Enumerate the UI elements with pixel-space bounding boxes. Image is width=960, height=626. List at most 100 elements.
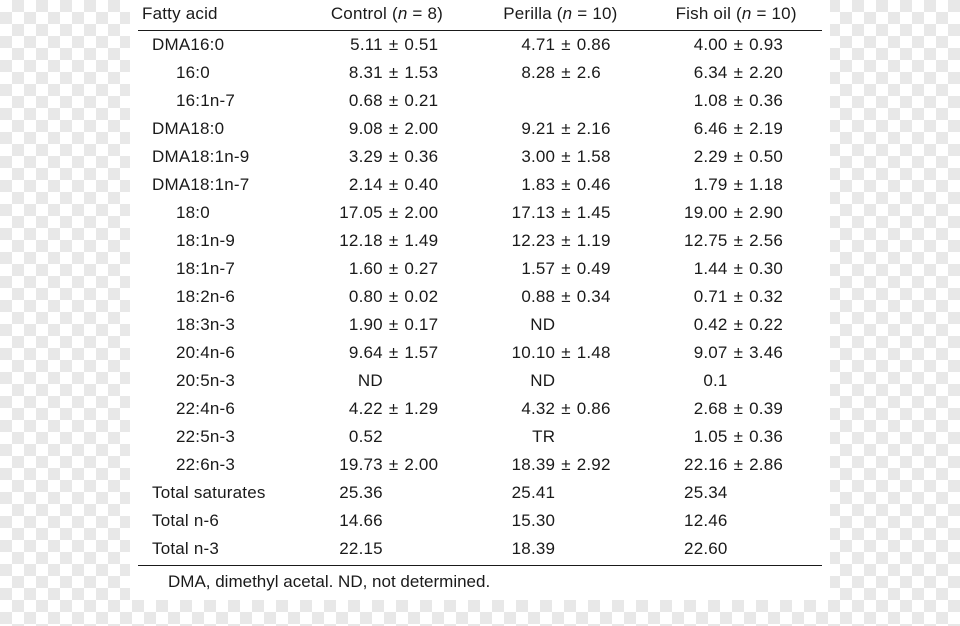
table-row: 16:08.31±1.538.28±2.66.34±2.20 bbox=[138, 59, 822, 87]
value-cell: 12.23±1.19 bbox=[477, 227, 649, 255]
value-cell: 15.30 bbox=[477, 507, 649, 535]
value-cell: ND bbox=[305, 367, 477, 395]
table-row: DMA18:09.08±2.009.21±2.166.46±2.19 bbox=[138, 115, 822, 143]
table-row: 22:5n-30.52TR1.05±0.36 bbox=[138, 423, 822, 451]
value-cell: 18.39 bbox=[477, 535, 649, 566]
value-cell: 1.60±0.27 bbox=[305, 255, 477, 283]
value-cell: 17.13±1.45 bbox=[477, 199, 649, 227]
table-row: 18:1n-71.60±0.271.57±0.491.44±0.30 bbox=[138, 255, 822, 283]
table-container: Fatty acid Control (n = 8) Perilla (n = … bbox=[130, 0, 830, 600]
value-cell: 3.00±1.58 bbox=[477, 143, 649, 171]
value-cell: 18.39±2.92 bbox=[477, 451, 649, 479]
value-cell: TR bbox=[477, 423, 649, 451]
value-cell: 22.60 bbox=[650, 535, 822, 566]
col-header-fishoil: Fish oil (n = 10) bbox=[650, 4, 822, 31]
table-row: 18:2n-60.80±0.020.88±0.340.71±0.32 bbox=[138, 283, 822, 311]
row-label: 20:5n-3 bbox=[138, 367, 305, 395]
value-cell: 19.00±2.90 bbox=[650, 199, 822, 227]
col-header-fatty-acid: Fatty acid bbox=[138, 4, 305, 31]
row-label: 18:2n-6 bbox=[138, 283, 305, 311]
value-cell: 4.00±0.93 bbox=[650, 31, 822, 60]
value-cell: 1.44±0.30 bbox=[650, 255, 822, 283]
row-label: 22:4n-6 bbox=[138, 395, 305, 423]
value-cell: 5.11±0.51 bbox=[305, 31, 477, 60]
value-cell: 4.32±0.86 bbox=[477, 395, 649, 423]
value-cell: ND bbox=[477, 367, 649, 395]
value-cell: 19.73±2.00 bbox=[305, 451, 477, 479]
value-cell: ND bbox=[477, 311, 649, 339]
value-cell: 0.1 bbox=[650, 367, 822, 395]
value-cell: 2.68±0.39 bbox=[650, 395, 822, 423]
value-cell: 17.05±2.00 bbox=[305, 199, 477, 227]
row-label: 18:1n-9 bbox=[138, 227, 305, 255]
value-cell: 12.46 bbox=[650, 507, 822, 535]
value-cell: 0.71±0.32 bbox=[650, 283, 822, 311]
row-label: DMA18:0 bbox=[138, 115, 305, 143]
table-row: Total n-614.6615.3012.46 bbox=[138, 507, 822, 535]
value-cell: 25.34 bbox=[650, 479, 822, 507]
value-cell: 25.36 bbox=[305, 479, 477, 507]
row-label: 20:4n-6 bbox=[138, 339, 305, 367]
row-label: DMA18:1n-9 bbox=[138, 143, 305, 171]
table-row: DMA18:1n-93.29±0.363.00±1.582.29±0.50 bbox=[138, 143, 822, 171]
table-row: Total saturates25.3625.4125.34 bbox=[138, 479, 822, 507]
table-row: 22:6n-319.73±2.0018.39±2.9222.16±2.86 bbox=[138, 451, 822, 479]
value-cell: 2.14±0.40 bbox=[305, 171, 477, 199]
table-row: 16:1n-70.68±0.211.08±0.36 bbox=[138, 87, 822, 115]
table-footnote: DMA, dimethyl acetal. ND, not determined… bbox=[138, 566, 822, 592]
fatty-acid-table: Fatty acid Control (n = 8) Perilla (n = … bbox=[138, 4, 822, 566]
table-header: Fatty acid Control (n = 8) Perilla (n = … bbox=[138, 4, 822, 31]
value-cell: 2.29±0.50 bbox=[650, 143, 822, 171]
table-row: DMA16:05.11±0.514.71±0.864.00±0.93 bbox=[138, 31, 822, 60]
value-cell: 22.16±2.86 bbox=[650, 451, 822, 479]
table-row: 18:017.05±2.0017.13±1.4519.00±2.90 bbox=[138, 199, 822, 227]
value-cell: 22.15 bbox=[305, 535, 477, 566]
table-row: 18:3n-31.90±0.17ND0.42±0.22 bbox=[138, 311, 822, 339]
value-cell bbox=[477, 87, 649, 115]
value-cell: 0.80±0.02 bbox=[305, 283, 477, 311]
col-header-control: Control (n = 8) bbox=[305, 4, 477, 31]
row-label: Total n-6 bbox=[138, 507, 305, 535]
col-header-perilla: Perilla (n = 10) bbox=[477, 4, 649, 31]
value-cell: 0.88±0.34 bbox=[477, 283, 649, 311]
table-row: DMA18:1n-72.14±0.401.83±0.461.79±1.18 bbox=[138, 171, 822, 199]
table-body: DMA16:05.11±0.514.71±0.864.00±0.9316:08.… bbox=[138, 31, 822, 566]
row-label: 22:5n-3 bbox=[138, 423, 305, 451]
value-cell: 9.07±3.46 bbox=[650, 339, 822, 367]
value-cell: 1.57±0.49 bbox=[477, 255, 649, 283]
value-cell: 12.18±1.49 bbox=[305, 227, 477, 255]
value-cell: 9.64±1.57 bbox=[305, 339, 477, 367]
value-cell: 1.83±0.46 bbox=[477, 171, 649, 199]
row-label: 18:1n-7 bbox=[138, 255, 305, 283]
table-row: 20:4n-69.64±1.5710.10±1.489.07±3.46 bbox=[138, 339, 822, 367]
value-cell: 8.31±1.53 bbox=[305, 59, 477, 87]
value-cell: 25.41 bbox=[477, 479, 649, 507]
value-cell: 10.10±1.48 bbox=[477, 339, 649, 367]
row-label: 18:3n-3 bbox=[138, 311, 305, 339]
value-cell: 14.66 bbox=[305, 507, 477, 535]
value-cell: 1.90±0.17 bbox=[305, 311, 477, 339]
value-cell: 3.29±0.36 bbox=[305, 143, 477, 171]
row-label: Total n-3 bbox=[138, 535, 305, 566]
value-cell: 1.79±1.18 bbox=[650, 171, 822, 199]
value-cell: 1.08±0.36 bbox=[650, 87, 822, 115]
table-row: 18:1n-912.18±1.4912.23±1.1912.75±2.56 bbox=[138, 227, 822, 255]
value-cell: 9.08±2.00 bbox=[305, 115, 477, 143]
value-cell: 0.42±0.22 bbox=[650, 311, 822, 339]
row-label: Total saturates bbox=[138, 479, 305, 507]
row-label: DMA18:1n-7 bbox=[138, 171, 305, 199]
row-label: 18:0 bbox=[138, 199, 305, 227]
value-cell: 12.75±2.56 bbox=[650, 227, 822, 255]
value-cell: 8.28±2.6 bbox=[477, 59, 649, 87]
row-label: DMA16:0 bbox=[138, 31, 305, 60]
value-cell: 0.68±0.21 bbox=[305, 87, 477, 115]
table-row: Total n-322.1518.3922.60 bbox=[138, 535, 822, 566]
table-row: 20:5n-3NDND0.1 bbox=[138, 367, 822, 395]
value-cell: 6.46±2.19 bbox=[650, 115, 822, 143]
row-label: 22:6n-3 bbox=[138, 451, 305, 479]
row-label: 16:0 bbox=[138, 59, 305, 87]
value-cell: 4.71±0.86 bbox=[477, 31, 649, 60]
value-cell: 6.34±2.20 bbox=[650, 59, 822, 87]
value-cell: 0.52 bbox=[305, 423, 477, 451]
table-row: 22:4n-64.22±1.294.32±0.862.68±0.39 bbox=[138, 395, 822, 423]
